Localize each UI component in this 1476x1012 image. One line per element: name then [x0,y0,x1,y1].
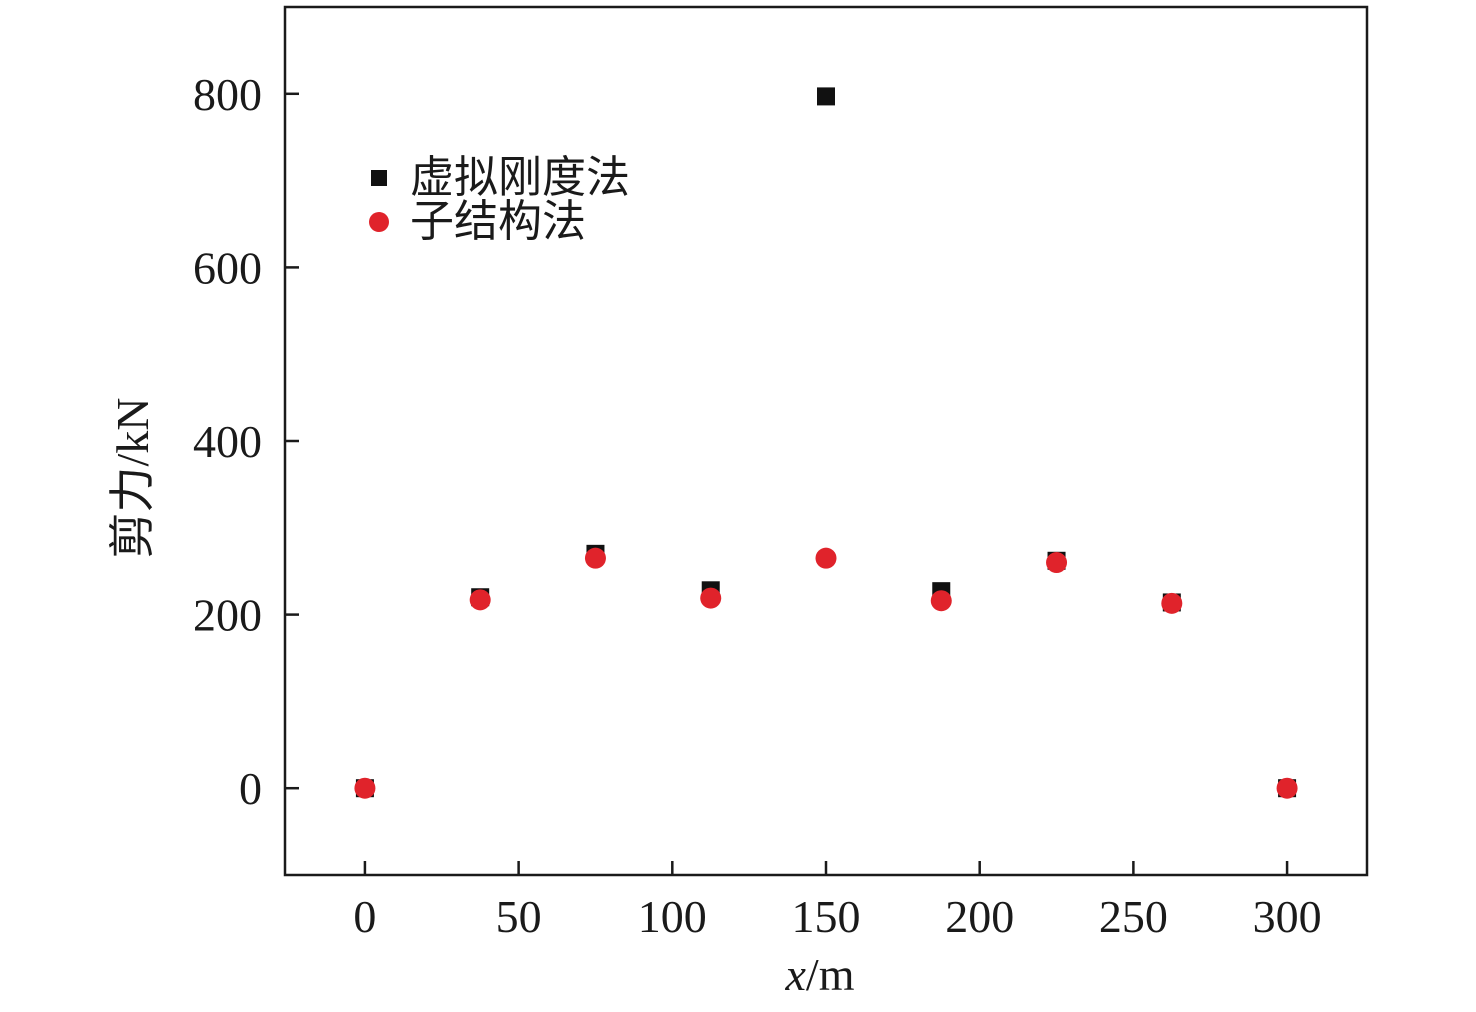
legend-entry-label: 子结构法 [410,197,586,246]
y-tick-label: 0 [239,763,262,814]
circle-marker-point [1276,777,1298,799]
x-tick-label: 100 [638,891,707,942]
circle-marker-point [1046,552,1068,574]
legend-entry-label: 虚拟刚度法 [410,153,630,202]
axis-ticks: 0 50 100 150 200 250 300 0 200 400 600 800 [193,69,1322,942]
y-axis-label: 剪力/kN [107,398,158,559]
circle-marker-point [700,587,722,609]
x-tick-label: 50 [496,891,542,942]
circle-marker-point [1161,592,1183,614]
x-axis-label-variable: x [785,949,807,1000]
legend-circle-icon [369,212,389,232]
x-axis-label: x/m [785,949,855,1000]
circle-marker-point [354,777,376,799]
y-tick-label: 200 [193,590,262,641]
x-tick-label: 150 [792,891,861,942]
circle-marker-point [469,589,491,611]
legend-square-icon [371,170,387,186]
x-axis-label-unit: /m [806,949,855,1000]
square-marker-point [817,87,835,106]
x-tick-label: 0 [353,891,376,942]
y-tick-label: 400 [193,416,262,467]
plot-frame [283,5,1369,877]
x-tick-label: 300 [1253,891,1322,942]
x-tick-label: 250 [1099,891,1168,942]
y-tick-label: 800 [193,69,262,120]
data-marks [354,87,1298,799]
x-tick-label: 200 [945,891,1014,942]
circle-marker-point [930,590,952,612]
circle-marker-point [584,547,606,569]
circle-marker-point [815,547,837,569]
y-tick-label: 600 [193,242,262,293]
